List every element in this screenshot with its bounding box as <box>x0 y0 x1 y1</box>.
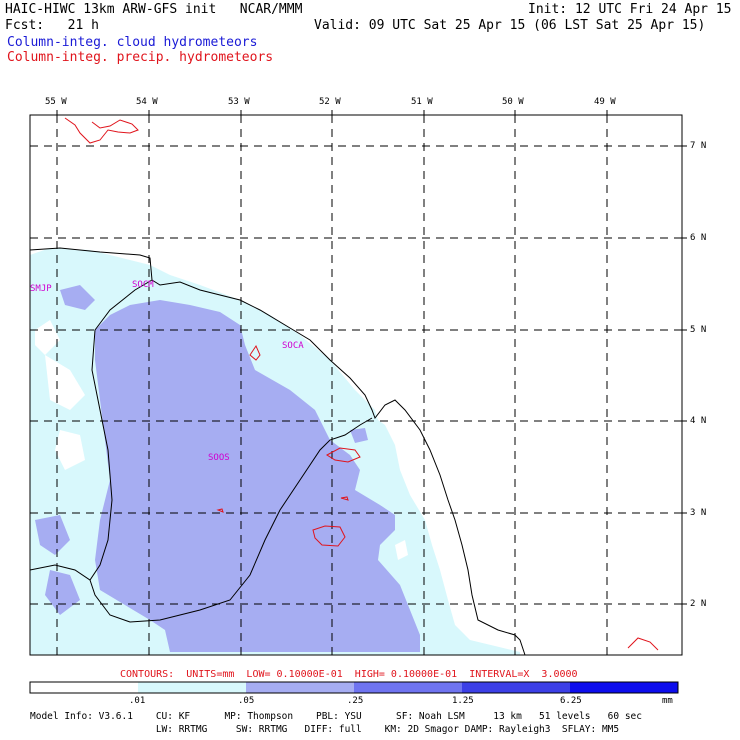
contour-info: CONTOURS: UNITS=mm LOW= 0.10000E-01 HIGH… <box>120 669 578 680</box>
latlon-grid <box>30 115 682 655</box>
scale-tick-label: .05 <box>238 696 255 706</box>
scale-tick-label: 6.25 <box>560 696 582 706</box>
model-info-line1: Model Info: V3.6.1 CU: KF MP: Thompson P… <box>30 711 642 722</box>
station-label: SMJP <box>30 284 52 294</box>
field-label-precip: Column-integ. precip. hydrometeors <box>7 50 274 65</box>
lat-label: 6 N <box>690 233 707 243</box>
scale-box <box>570 682 678 693</box>
scale-tick-label: .25 <box>347 696 364 706</box>
valid-time: Valid: 09 UTC Sat 25 Apr 15 (06 LST Sat … <box>314 18 706 33</box>
station-label: SOOS <box>208 453 230 463</box>
init-time: Init: 12 UTC Fri 24 Apr 15 <box>528 2 732 17</box>
map-frame <box>29 114 683 656</box>
lon-label: 54 W <box>136 97 158 107</box>
scale-unit: mm <box>662 696 673 706</box>
coastline <box>29 247 526 656</box>
edge-ticks <box>56 110 687 605</box>
plot-title: HAIC-HIWC 13km ARW-GFS init NCAR/MMM <box>5 2 303 17</box>
lon-label: 53 W <box>228 97 250 107</box>
lon-label: 50 W <box>502 97 524 107</box>
lon-label: 49 W <box>594 97 616 107</box>
scale-box <box>138 682 246 693</box>
scale-tick-label: 1.25 <box>452 696 474 706</box>
lon-label: 52 W <box>319 97 341 107</box>
scale-box <box>462 682 570 693</box>
lon-label: 51 W <box>411 97 433 107</box>
scale-box <box>30 682 138 693</box>
lat-label: 7 N <box>690 141 707 151</box>
lat-label: 4 N <box>690 416 707 426</box>
cloud-shading-mid <box>35 285 420 652</box>
scale-box <box>246 682 354 693</box>
field-label-cloud: Column-integ. cloud hydrometeors <box>7 35 258 50</box>
scale-tick-label: .01 <box>129 696 146 706</box>
lat-label: 2 N <box>690 599 707 609</box>
lat-label: 3 N <box>690 508 707 518</box>
station-label: SOCM <box>132 280 154 290</box>
station-label: SOCA <box>282 341 304 351</box>
forecast-hour: Fcst: 21 h <box>5 18 99 33</box>
model-info-line2: LW: RRTMG SW: RRTMG DIFF: full KM: 2D Sm… <box>30 724 620 735</box>
lat-label: 5 N <box>690 325 707 335</box>
lon-label: 55 W <box>45 97 67 107</box>
scale-box <box>354 682 462 693</box>
precip-contours <box>64 117 659 651</box>
